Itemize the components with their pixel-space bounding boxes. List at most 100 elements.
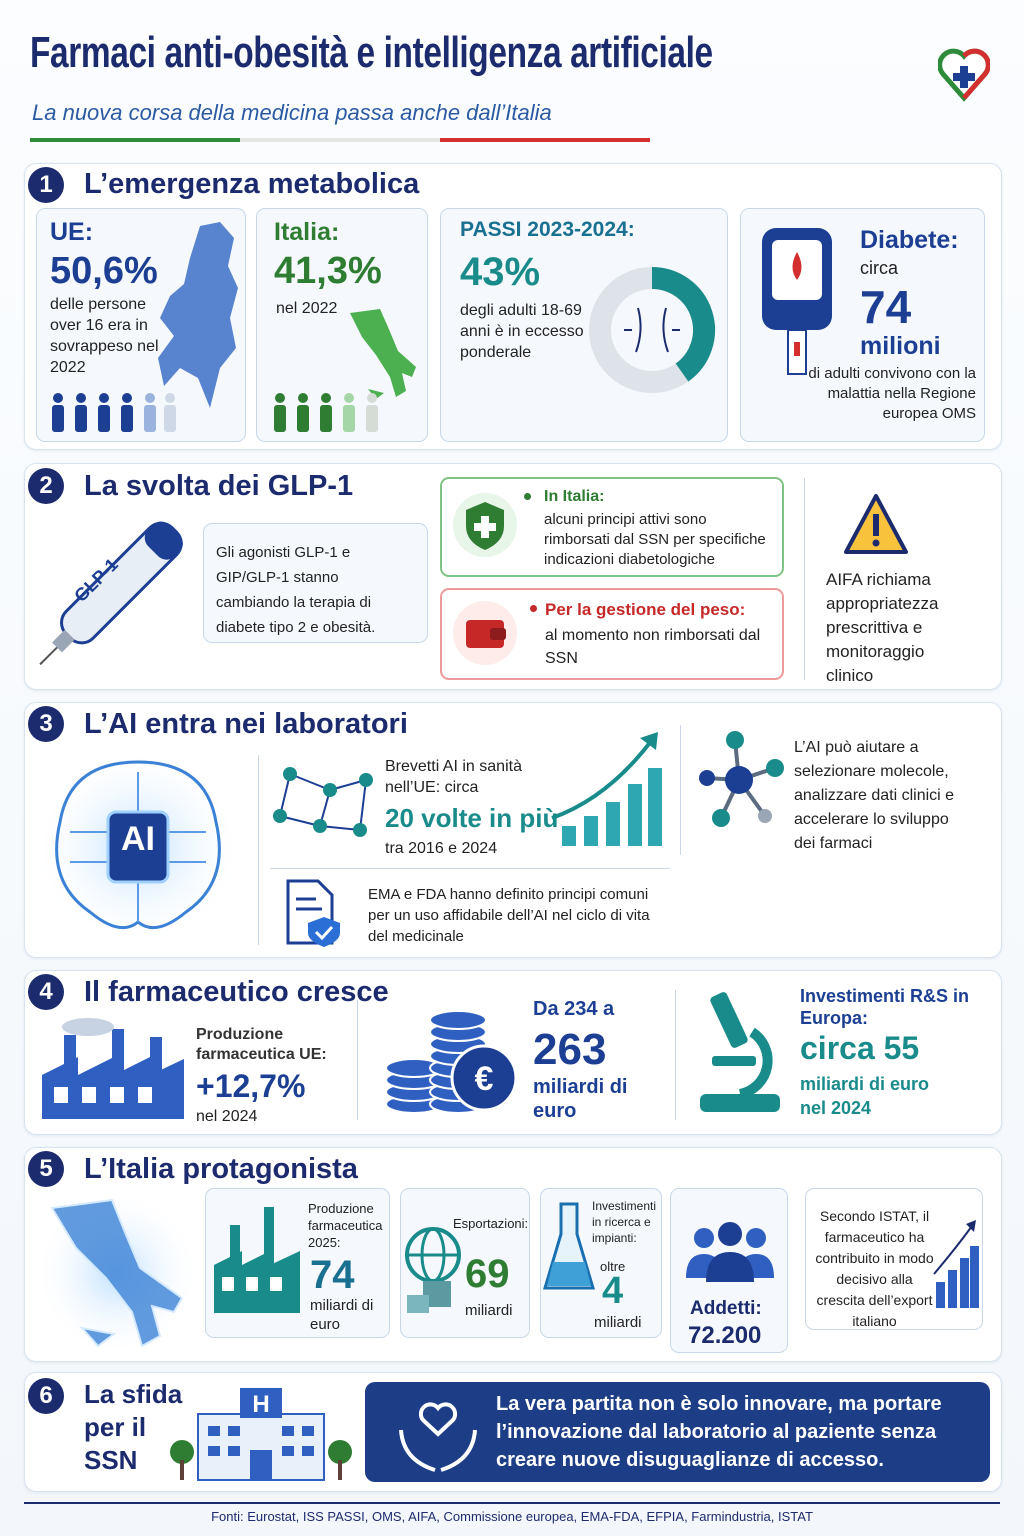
people-icons <box>52 393 176 432</box>
stat-label: Italia: <box>274 218 340 246</box>
stat-label: Produzione farmaceutica 2025: <box>308 1201 383 1250</box>
svg-text:H: H <box>252 1391 269 1418</box>
glucometer-icon <box>762 228 832 375</box>
brain-label: AI <box>121 820 155 858</box>
stat-value: 43% <box>460 250 541 294</box>
growth-unit: miliardi di euro <box>533 1076 628 1122</box>
stat-value: 69 <box>465 1252 510 1296</box>
production-value: +12,7% <box>196 1068 306 1104</box>
card-title: Per la gestione del peso: <box>545 600 746 619</box>
stat-label: Addetti: <box>690 1298 762 1319</box>
pen-icon <box>39 521 183 666</box>
note-text: AIFA richiama appropriatezza prescrittiv… <box>826 570 939 685</box>
research-unit: miliardi di euro nel 2024 <box>800 1074 930 1118</box>
hospital-icon: H <box>170 1388 352 1481</box>
message-box <box>365 1382 990 1482</box>
divider <box>357 1000 358 1120</box>
section-title: La sfida per il SSN <box>84 1379 183 1475</box>
stat-label: Diabete: <box>860 226 959 254</box>
divider <box>258 755 259 945</box>
footer-sources: Fonti: Eurostat, ISS PASSI, OMS, AIFA, C… <box>211 1509 813 1524</box>
divider <box>675 990 676 1120</box>
section-title: Il farmaceutico cresce <box>84 976 389 1008</box>
stat-unit: miliardi di euro <box>310 1297 374 1333</box>
section-title: L’emergenza metabolica <box>84 168 420 200</box>
stat-unit: miliardi <box>594 1314 642 1331</box>
microscope-icon <box>700 992 780 1112</box>
molecules-text: L’AI può aiutare a selezionare molecole,… <box>794 739 955 852</box>
patents-period: tra 2016 e 2024 <box>385 840 498 857</box>
card-text: al momento non rimborsati dal SSN <box>545 627 761 667</box>
production-period: nel 2024 <box>196 1108 258 1125</box>
hands-heart-icon <box>399 1402 477 1472</box>
regulation-text: EMA e FDA hanno definito principi comuni… <box>368 886 650 945</box>
document-icon <box>286 879 340 947</box>
divider <box>680 725 681 855</box>
section-panel <box>24 970 1002 1135</box>
note-text: Secondo ISTAT, il farmaceutico ha contri… <box>815 1208 934 1329</box>
stat-unit: milioni <box>860 332 941 360</box>
research-label: Investimenti R&S in Europa: <box>800 986 970 1028</box>
stat-label: PASSI 2023-2024: <box>460 218 635 241</box>
stat-text: di adulti convivono con la malattia nell… <box>808 365 976 422</box>
stat-label: Esportazioni: <box>453 1216 529 1231</box>
divider <box>270 868 670 869</box>
stat-text: delle persone over 16 era in sovrappeso … <box>50 296 159 376</box>
coins-icon: € <box>385 1010 518 1114</box>
intro-text: Gli agonisti GLP-1 e GIP/GLP-1 stanno ca… <box>216 544 376 636</box>
stat-value: 74 <box>860 281 912 333</box>
stat-value: 50,6% <box>50 250 158 292</box>
stat-prefix: circa <box>860 258 899 278</box>
section-title: L’Italia protagonista <box>84 1153 358 1185</box>
card-text: alcuni principi attivi sono rimborsati d… <box>544 511 766 568</box>
wallet-icon <box>453 601 517 665</box>
patents-text: Brevetti AI in sanità nell’UE: circa <box>385 758 522 796</box>
section-number: 5 <box>28 1151 64 1187</box>
molecule-icon <box>699 731 784 827</box>
flag-red <box>440 138 650 142</box>
stat-prefix: oltre <box>600 1259 626 1274</box>
bullet <box>530 605 537 612</box>
stat-label: UE: <box>50 218 94 246</box>
shield-icon <box>453 493 517 557</box>
production-label: Produzione farmaceutica UE: <box>196 1026 327 1063</box>
section-title: La svolta dei GLP-1 <box>84 470 354 502</box>
globe-icon <box>405 1227 461 1313</box>
message-text: La vera partita non è solo innovare, ma … <box>496 1393 942 1471</box>
title: Farmaci anti-obesità e intelligenza arti… <box>30 28 713 77</box>
flag-white <box>240 138 440 142</box>
stat-value: 72.200 <box>688 1322 762 1349</box>
italy-network <box>33 1189 201 1357</box>
card-title: In Italia: <box>544 488 605 505</box>
stat-text: nel 2022 <box>276 300 338 317</box>
stat-value: 4 <box>602 1270 624 1312</box>
warning-icon <box>844 494 908 554</box>
people-icons <box>274 393 378 432</box>
section-number: 1 <box>28 167 64 203</box>
subtitle: La nuova corsa della medicina passa anch… <box>32 100 552 125</box>
research-value: circa 55 <box>800 1030 920 1066</box>
section-number: 3 <box>28 706 64 742</box>
section-title: L’AI entra nei laboratori <box>84 708 408 740</box>
stat-value: 41,3% <box>274 250 382 292</box>
section-number: 2 <box>28 468 64 504</box>
people-icon <box>686 1222 774 1282</box>
flag-green <box>30 138 240 142</box>
bullet <box>524 493 531 500</box>
growth-icon <box>551 732 662 846</box>
stat-card <box>440 208 728 442</box>
network-icon <box>273 767 373 837</box>
factory-icon <box>42 1018 184 1119</box>
growth-label: Da 234 a <box>533 998 615 1020</box>
flask-icon <box>543 1202 595 1290</box>
stat-unit: miliardi <box>465 1302 513 1319</box>
donut-icon <box>589 267 715 393</box>
svg-text:€: € <box>475 1060 494 1098</box>
stat-label: Investimenti in ricerca e impianti: <box>592 1199 657 1245</box>
section-number: 6 <box>28 1378 64 1414</box>
section-number: 4 <box>28 974 64 1010</box>
growth-value: 263 <box>533 1025 607 1074</box>
footer-line <box>24 1502 1000 1504</box>
europe-map <box>158 222 238 408</box>
